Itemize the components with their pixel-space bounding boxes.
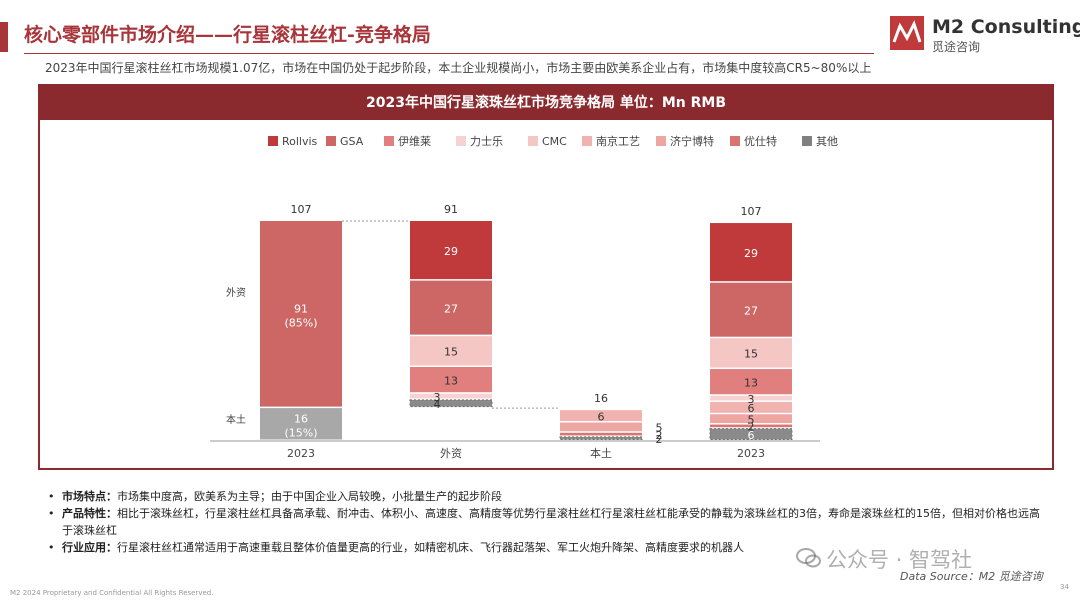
legend-swatch xyxy=(656,136,666,146)
note-label: 行业应用： xyxy=(62,541,117,554)
notes-list: 市场特点：市场集中度高，欧美系为主导；由于中国企业入局较晚，小批量生产的起步阶段… xyxy=(48,488,1048,556)
data-label: 6 xyxy=(748,429,755,442)
legend-label: GSA xyxy=(340,135,364,148)
legend-label: 优仕特 xyxy=(744,134,777,148)
bar-segment xyxy=(410,393,492,399)
legend-label: 力士乐 xyxy=(470,135,503,148)
bar-segment xyxy=(559,436,643,440)
note-text: 行星滚柱丝杠通常适用于高速重载且整体价值量更高的行业，如精密机床、飞行器起落架、… xyxy=(117,541,744,554)
x-tick-label: 2023 xyxy=(287,447,315,460)
legend-swatch xyxy=(326,136,336,146)
note-label: 产品特性： xyxy=(62,507,117,520)
data-label: 27 xyxy=(744,304,758,317)
legend-label: 伊维莱 xyxy=(398,135,431,148)
bar-segment xyxy=(710,369,792,395)
x-tick-label: 外资 xyxy=(440,447,462,460)
legend-label: 其他 xyxy=(816,135,838,148)
x-tick-label: 2023 xyxy=(737,447,765,460)
data-label: 2 xyxy=(748,421,755,434)
bar-segment xyxy=(710,223,792,282)
data-label: 16 xyxy=(294,413,308,426)
legend-swatch xyxy=(802,136,812,146)
legend-label: Rollvis xyxy=(282,135,318,148)
logo-subname: 觅途咨询 xyxy=(932,40,981,54)
total-label: 16 xyxy=(594,392,608,405)
data-label: (15%) xyxy=(284,427,317,440)
bar-segment xyxy=(710,338,792,368)
bar-segment xyxy=(710,395,792,401)
m2-logo-icon xyxy=(890,16,924,50)
data-label: 29 xyxy=(744,247,758,260)
bar-segment xyxy=(410,280,492,335)
note-item: 产品特性：相比于滚珠丝杠，行星滚柱丝杠具备高承载、耐冲击、体积小、高速度、高精度… xyxy=(48,505,1048,539)
data-label: 5 xyxy=(748,413,755,426)
note-text: 市场集中度高，欧美系为主导；由于中国企业入局较晚，小批量生产的起步阶段 xyxy=(117,490,502,503)
data-label: 3 xyxy=(434,391,441,404)
page-number: 34 xyxy=(1060,583,1069,591)
page-title: 核心零部件市场介绍——行星滚柱丝杠-竞争格局 xyxy=(24,24,431,46)
x-tick-label: 本土 xyxy=(590,446,612,460)
data-label: (85%) xyxy=(284,317,317,330)
legend-label: CMC xyxy=(542,135,567,148)
footer-copyright: M2 2024 Proprietary and Confidential All… xyxy=(10,589,214,597)
total-label: 107 xyxy=(741,205,762,218)
legend-swatch xyxy=(730,136,740,146)
bar-segment xyxy=(260,408,342,440)
data-label: 4 xyxy=(434,398,441,411)
bar-segment xyxy=(260,221,342,407)
data-label: 91 xyxy=(294,303,308,316)
legend-swatch xyxy=(268,136,278,146)
data-label: 2 xyxy=(656,433,663,446)
bar-segment xyxy=(560,410,642,421)
bar-segment xyxy=(409,399,493,408)
logo-name: M2 Consulting xyxy=(932,16,1080,38)
company-logo: M2 Consulting 觅途咨询 xyxy=(890,14,1080,58)
chart-panel: 2023年中国行星滚珠丝杠市场竞争格局 单位：Mn RMB Rollvis GSA… xyxy=(38,84,1054,470)
legend-label: 济宁博特 xyxy=(670,134,714,148)
total-label: 91 xyxy=(444,203,458,216)
data-label: 27 xyxy=(444,302,458,315)
data-label: 6 xyxy=(748,402,755,415)
legend-swatch xyxy=(456,136,466,146)
legend-swatch xyxy=(384,136,394,146)
wechat-icon xyxy=(796,548,821,568)
chart-title: 2023年中国行星滚珠丝杠市场竞争格局 单位：Mn RMB xyxy=(40,86,1052,120)
legend-swatch xyxy=(582,136,592,146)
bar-segment xyxy=(410,221,492,280)
note-item: 行业应用：行星滚柱丝杠通常适用于高速重载且整体价值量更高的行业，如精密机床、飞行… xyxy=(48,539,1048,556)
data-label: 15 xyxy=(744,348,758,361)
bar-segment xyxy=(560,422,642,432)
title-accent-bar xyxy=(0,22,8,52)
data-label: 15 xyxy=(444,346,458,359)
bar-segment xyxy=(709,428,793,440)
data-source: Data Source：M2 觅途咨询 xyxy=(900,570,1043,583)
data-label: 2 xyxy=(656,429,663,442)
total-label: 107 xyxy=(291,203,312,216)
title-divider xyxy=(24,53,874,54)
legend-swatch xyxy=(528,136,538,146)
y-group-label: 外资 xyxy=(226,287,246,299)
bar-segment xyxy=(710,401,792,413)
note-label: 市场特点： xyxy=(62,490,117,503)
data-label: 29 xyxy=(444,245,458,258)
bar-segment xyxy=(560,432,642,436)
watermark: 公众号 · 智驾社 xyxy=(826,548,973,572)
legend-label: 南京工艺 xyxy=(596,134,640,148)
data-label: 13 xyxy=(744,376,758,389)
bar-segment xyxy=(710,424,792,428)
data-label: 13 xyxy=(444,374,458,387)
page-subtitle: 2023年中国行星滚柱丝杠市场规模1.07亿，市场在中国仍处于起步阶段，本土企业… xyxy=(45,61,872,75)
note-text: 相比于滚珠丝杠，行星滚柱丝杠具备高承载、耐冲击、体积小、高速度、高精度等优势行星… xyxy=(62,507,1040,537)
y-group-label: 本土 xyxy=(226,413,246,426)
data-label: 6 xyxy=(598,410,605,423)
bar-segment xyxy=(710,282,792,337)
bar-segment xyxy=(410,366,492,393)
data-label: 3 xyxy=(748,393,755,406)
data-label: 5 xyxy=(656,422,663,435)
note-item: 市场特点：市场集中度高，欧美系为主导；由于中国企业入局较晚，小批量生产的起步阶段 xyxy=(48,488,1048,505)
bar-segment xyxy=(710,414,792,424)
bar-segment xyxy=(410,336,492,366)
